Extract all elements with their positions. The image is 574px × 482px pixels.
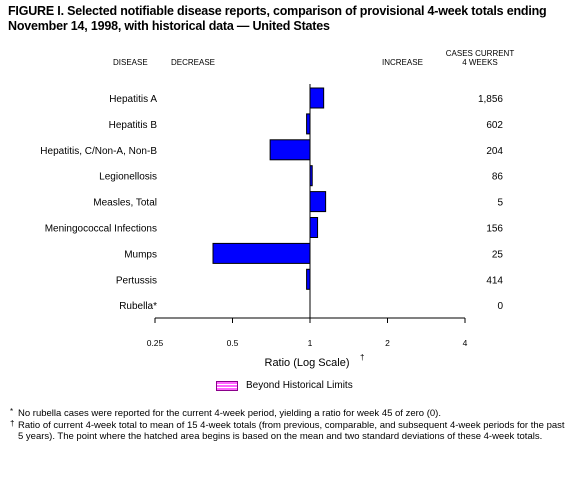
x-axis-title-mark: † <box>360 353 364 362</box>
x-tick-label: 4 <box>463 338 468 348</box>
header-cases: CASES CURRENT 4 WEEKS <box>440 49 520 67</box>
x-tick-label: 0.5 <box>227 338 239 348</box>
header-disease: DISEASE <box>113 58 148 67</box>
disease-label: Hepatitis A <box>109 94 157 105</box>
footnote-mark: † <box>10 419 15 428</box>
footnote-ratio: † Ratio of current 4-week total to mean o… <box>10 419 566 442</box>
x-tick-label: 0.25 <box>147 338 164 348</box>
cases-value: 25 <box>492 249 504 260</box>
disease-label: Measles, Total <box>93 198 157 209</box>
cases-value: 1,856 <box>478 94 503 105</box>
cases-value: 86 <box>492 172 504 183</box>
cases-value: 602 <box>486 120 503 131</box>
figure-title: FIGURE I. Selected notifiable disease re… <box>8 4 547 33</box>
ratio-bar <box>212 242 311 264</box>
ratio-bar <box>306 113 311 135</box>
footnote-text: No rubella cases were reported for the c… <box>18 408 441 419</box>
disease-label: Hepatitis, C/Non-A, Non-B <box>40 146 157 157</box>
disease-label: Rubella* <box>119 301 157 312</box>
header-cases-line1: CASES CURRENT <box>445 49 515 58</box>
ratio-bar <box>309 87 325 109</box>
x-tick-label: 2 <box>385 338 390 348</box>
ratio-bar <box>309 191 327 213</box>
header-cases-line2: 4 WEEKS <box>462 58 498 67</box>
cases-value: 156 <box>486 224 503 235</box>
ratio-bar <box>306 268 311 290</box>
footnote-text: Ratio of current 4-week total to mean of… <box>18 420 565 442</box>
header-increase: INCREASE <box>382 58 423 67</box>
disease-label: Mumps <box>124 249 157 260</box>
footnote-mark: * <box>10 407 14 416</box>
disease-label: Legionellosis <box>99 172 157 183</box>
cases-value: 414 <box>486 275 503 286</box>
ratio-bar <box>309 217 319 238</box>
footnote-rubella: * No rubella cases were reported for the … <box>10 407 566 419</box>
legend-hatch-swatch <box>216 381 238 391</box>
disease-label: Hepatitis B <box>109 120 158 131</box>
header-decrease: DECREASE <box>171 58 216 67</box>
cases-value: 0 <box>497 301 503 312</box>
legend-label: Beyond Historical Limits <box>246 380 353 391</box>
ratio-bar-chart: Hepatitis A 1,856 Hepatitis B 602 Hepatitis,… <box>40 84 504 369</box>
x-axis-title: Ratio (Log Scale) <box>265 357 350 369</box>
cases-value: 204 <box>486 146 503 157</box>
footnotes: * No rubella cases were reported for the … <box>10 407 566 443</box>
cases-value: 5 <box>497 198 503 209</box>
ratio-bar <box>269 139 311 161</box>
disease-label: Meningococcal Infections <box>45 224 157 235</box>
x-tick-label: 1 <box>308 338 313 348</box>
disease-label: Pertussis <box>116 275 157 286</box>
